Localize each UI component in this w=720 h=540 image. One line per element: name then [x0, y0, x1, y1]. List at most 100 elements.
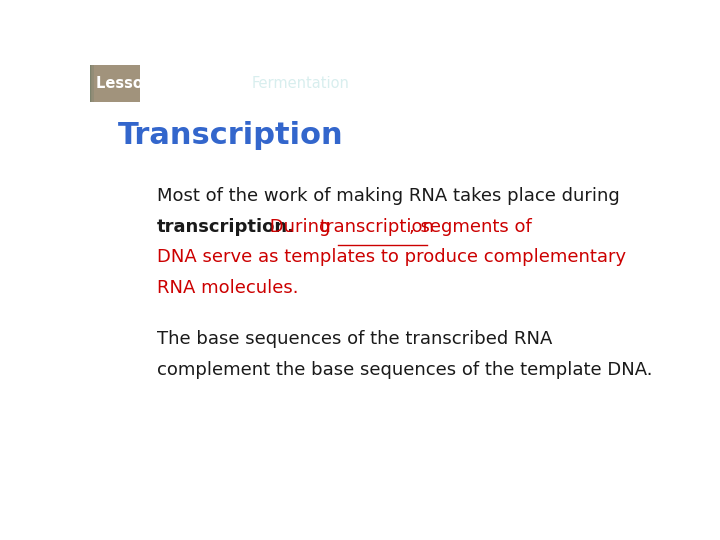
- Text: transcription: transcription: [320, 218, 435, 236]
- Bar: [91, 65, 93, 102]
- Bar: [91, 65, 93, 102]
- Bar: [91, 65, 93, 102]
- Bar: [91, 65, 93, 102]
- Bar: [90, 65, 92, 102]
- Bar: [91, 65, 93, 102]
- Bar: [91, 65, 93, 102]
- Bar: [90, 65, 92, 102]
- Bar: [91, 65, 93, 102]
- Bar: [91, 65, 92, 102]
- Bar: [91, 65, 94, 102]
- Bar: [91, 65, 94, 102]
- Bar: [91, 65, 92, 102]
- Bar: [91, 65, 93, 102]
- Bar: [90, 65, 92, 102]
- Bar: [91, 65, 92, 102]
- Text: Fermentation: Fermentation: [252, 76, 350, 91]
- Bar: [91, 65, 94, 102]
- Bar: [91, 65, 93, 102]
- Bar: [90, 65, 92, 102]
- Bar: [91, 65, 94, 102]
- Bar: [91, 65, 92, 102]
- Bar: [90, 65, 92, 102]
- Bar: [91, 65, 94, 102]
- Bar: [91, 65, 92, 102]
- Bar: [91, 65, 92, 102]
- Bar: [91, 65, 94, 102]
- Bar: [91, 65, 93, 102]
- Bar: [91, 65, 94, 102]
- Bar: [90, 65, 92, 102]
- Bar: [91, 65, 93, 102]
- Text: The base sequences of the transcribed RNA: The base sequences of the transcribed RN…: [157, 330, 552, 348]
- Bar: [91, 65, 93, 102]
- Bar: [91, 65, 92, 102]
- Bar: [91, 65, 94, 102]
- Bar: [90, 65, 92, 102]
- Bar: [91, 65, 92, 102]
- Bar: [91, 65, 92, 102]
- Bar: [90, 65, 92, 102]
- Bar: [91, 65, 92, 102]
- Bar: [91, 65, 93, 102]
- Bar: [91, 65, 94, 102]
- Bar: [90, 65, 92, 102]
- Bar: [90, 65, 92, 102]
- Bar: [91, 65, 93, 102]
- Bar: [91, 65, 94, 102]
- Bar: [91, 65, 93, 102]
- Bar: [92, 65, 94, 102]
- Bar: [91, 65, 92, 102]
- Bar: [91, 65, 92, 102]
- Bar: [92, 65, 94, 102]
- Bar: [91, 65, 92, 102]
- Bar: [91, 65, 94, 102]
- Bar: [91, 65, 92, 102]
- Bar: [91, 65, 93, 102]
- Bar: [91, 65, 93, 102]
- Bar: [91, 65, 93, 102]
- Text: , segments of: , segments of: [409, 218, 531, 236]
- Bar: [91, 65, 93, 102]
- Bar: [91, 65, 92, 102]
- Bar: [91, 65, 92, 102]
- Bar: [90, 65, 92, 102]
- Bar: [91, 65, 93, 102]
- Bar: [91, 65, 93, 102]
- Bar: [92, 65, 94, 102]
- Bar: [91, 65, 93, 102]
- Text: Lesson Overview: Lesson Overview: [96, 76, 235, 91]
- Bar: [91, 65, 92, 102]
- Bar: [91, 65, 93, 102]
- Text: Transcription: Transcription: [118, 121, 343, 150]
- Bar: [91, 65, 94, 102]
- Bar: [91, 65, 93, 102]
- Bar: [91, 65, 93, 102]
- Bar: [91, 65, 93, 102]
- Bar: [91, 65, 93, 102]
- Bar: [90, 65, 92, 102]
- Text: During: During: [264, 218, 336, 236]
- Bar: [91, 65, 93, 102]
- Bar: [90, 65, 92, 102]
- Bar: [90, 65, 92, 102]
- Bar: [91, 65, 92, 102]
- Bar: [91, 65, 94, 102]
- Bar: [91, 65, 94, 102]
- Bar: [91, 65, 93, 102]
- Bar: [91, 65, 93, 102]
- Bar: [90, 65, 92, 102]
- Bar: [91, 65, 93, 102]
- Bar: [91, 65, 92, 102]
- Bar: [92, 65, 94, 102]
- Bar: [91, 65, 93, 102]
- Bar: [90, 65, 92, 102]
- Bar: [91, 65, 94, 102]
- Bar: [91, 65, 94, 102]
- Bar: [91, 65, 93, 102]
- Bar: [91, 65, 93, 102]
- Bar: [90, 65, 92, 102]
- Bar: [90, 65, 92, 102]
- Bar: [91, 65, 94, 102]
- Bar: [91, 65, 93, 102]
